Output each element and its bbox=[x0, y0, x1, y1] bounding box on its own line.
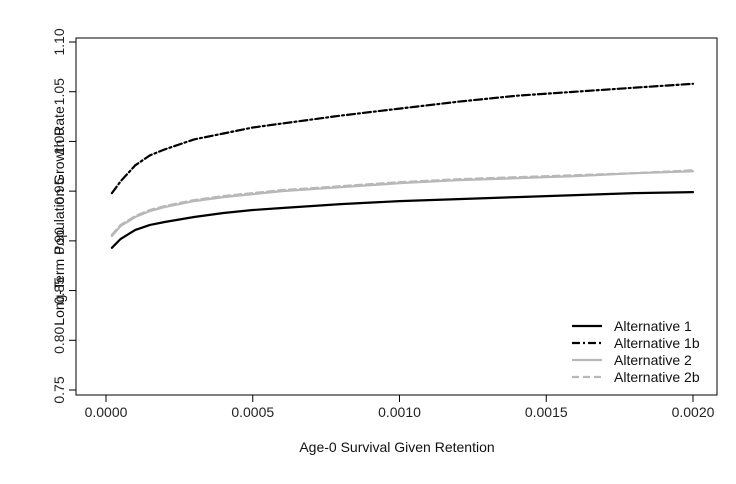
y-tick-label: 0.75 bbox=[51, 376, 67, 403]
legend-label: Alternative 1b bbox=[614, 335, 700, 351]
x-axis-title: Age-0 Survival Given Retention bbox=[299, 439, 494, 455]
series-layer bbox=[110, 82, 695, 249]
y-tick-label: 0.80 bbox=[51, 326, 67, 353]
y-tick-label: 1.05 bbox=[51, 78, 67, 105]
y-tick-label: 1.10 bbox=[51, 28, 67, 55]
legend-label: Alternative 1 bbox=[614, 318, 692, 334]
y-tick-label: 0.90 bbox=[51, 227, 67, 254]
x-tick-label: 0.0000 bbox=[85, 404, 128, 420]
y-axis: 0.75 0.80 0.85 0.90 0.95 1.00 1.05 1.10 bbox=[51, 28, 76, 404]
x-tick-label: 0.0015 bbox=[525, 404, 568, 420]
y-tick-label: 0.85 bbox=[51, 277, 67, 304]
legend-label: Alternative 2b bbox=[614, 369, 700, 385]
x-tick-label: 0.0005 bbox=[231, 404, 274, 420]
plot-frame bbox=[75, 37, 718, 396]
x-axis: 0.0000 0.0005 0.0010 0.0015 0.0020 bbox=[85, 395, 715, 420]
series-line-4 bbox=[110, 169, 695, 236]
x-tick-label: 0.0020 bbox=[672, 404, 715, 420]
y-tick-label: 1.00 bbox=[51, 128, 67, 155]
y-axis-title: Long-Term Population Growth Rate bbox=[51, 106, 67, 326]
x-tick-label: 0.0010 bbox=[378, 404, 421, 420]
legend-label: Alternative 2 bbox=[614, 352, 692, 368]
series-line-1 bbox=[110, 191, 695, 249]
series-line-2 bbox=[110, 82, 695, 195]
y-tick-label: 0.95 bbox=[51, 177, 67, 204]
